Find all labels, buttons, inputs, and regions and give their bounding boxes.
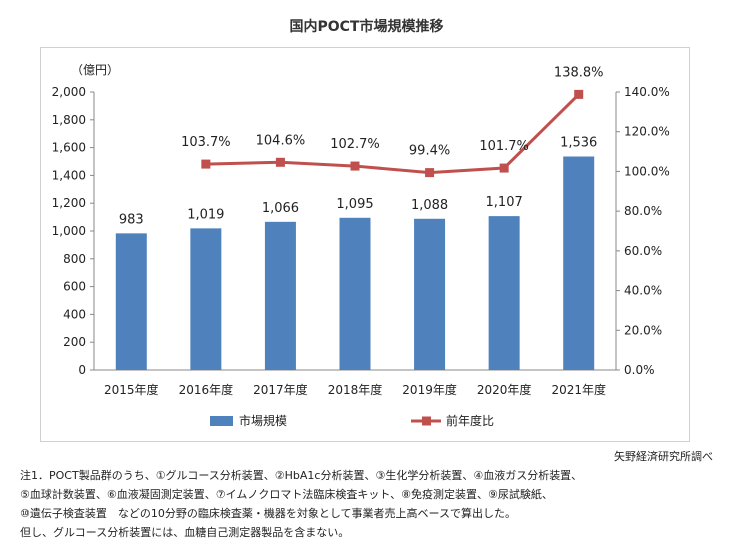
- footnote-line: ⑤血球計数装置、⑥血液凝固測定装置、⑦イムノクロマト法臨床検査キット、⑧免疫測定…: [20, 488, 553, 501]
- left-tick-label: 1,200: [52, 196, 86, 210]
- legend-label: 市場規模: [239, 413, 287, 428]
- left-tick-label: 1,800: [52, 113, 86, 127]
- line-point: [350, 161, 360, 171]
- footnote-line: 注1．POCT製品群のうち、①グルコース分析装置、②HbA1c分析装置、③生化学…: [20, 469, 583, 482]
- legend-label: 前年度比: [446, 413, 494, 428]
- bar: [264, 221, 296, 370]
- x-tick-label: 2019年度: [402, 382, 457, 397]
- line-point: [574, 89, 584, 99]
- left-tick-label: 2,000: [52, 85, 86, 99]
- line-point: [275, 157, 285, 167]
- bar: [339, 217, 371, 370]
- chart-svg: 0 200 400 600 800 1,000 1,200 1,400 1,600 1,800 2,…: [52, 63, 670, 428]
- line-data-label: 99.4%: [409, 144, 450, 159]
- right-tick-label: 100.0%: [624, 164, 670, 178]
- chart-frame: 0 200 400 600 800 1,000 1,200 1,400 1,600 1,800 2,…: [40, 47, 690, 442]
- bar: [488, 216, 520, 370]
- right-tick-label: 40.0%: [624, 284, 662, 298]
- right-tick-label: 20.0%: [624, 323, 662, 337]
- x-tick-label: 2015年度: [104, 382, 159, 397]
- y-unit-label: （億円）: [71, 63, 119, 77]
- series-line: [205, 93, 580, 175]
- footnote-line: 但し、グルコース分析装置には、血糖自己測定器製品を含まない。: [20, 526, 350, 539]
- right-tick-label: 0.0%: [624, 363, 655, 377]
- left-tick-label: 0: [78, 363, 86, 377]
- right-tick-label: 140.0%: [624, 85, 670, 99]
- line-data-label: 104.6%: [256, 133, 306, 148]
- left-tick-label: 200: [63, 335, 86, 349]
- bar: [414, 218, 446, 370]
- right-tick-label: 60.0%: [624, 244, 662, 258]
- footnotes: 注1．POCT製品群のうち、①グルコース分析装置、②HbA1c分析装置、③生化学…: [20, 466, 720, 542]
- line-point: [201, 159, 211, 169]
- x-tick-label: 2021年度: [551, 382, 606, 397]
- legend-swatch-marker: [422, 416, 431, 426]
- right-tick-label: 120.0%: [624, 125, 670, 139]
- bar: [190, 228, 222, 370]
- line-data-label: 138.8%: [554, 65, 604, 80]
- bar-data-label: 1,095: [336, 197, 373, 212]
- x-tick-label: 2017年度: [253, 382, 308, 397]
- bar-data-label: 983: [119, 212, 144, 227]
- left-tick-label: 400: [63, 307, 86, 321]
- bar-data-label: 1,066: [262, 201, 299, 216]
- line-point: [425, 168, 435, 178]
- left-tick-label: 1,400: [52, 168, 86, 182]
- bar-data-label: 1,088: [411, 198, 448, 213]
- bar: [115, 233, 147, 370]
- footnote-line: ⑩遺伝子検査装置 などの10分野の臨床検査薬・機器を対象として事業者売上高ベース…: [20, 507, 516, 520]
- bar-data-label: 1,019: [187, 207, 224, 222]
- x-tick-label: 2016年度: [179, 382, 234, 397]
- right-tick-label: 80.0%: [624, 204, 662, 218]
- line-point: [499, 163, 509, 173]
- left-tick-label: 1,000: [52, 224, 86, 238]
- x-tick-label: 2020年度: [477, 382, 532, 397]
- x-tick-label: 2018年度: [328, 382, 383, 397]
- line-data-label: 103.7%: [181, 135, 231, 150]
- chart-title: 国内POCT市場規模推移: [289, 19, 444, 35]
- line-data-label: 101.7%: [479, 139, 529, 154]
- bar-data-label: 1,107: [486, 195, 523, 210]
- bar-data-label: 1,536: [560, 135, 597, 150]
- line-data-label: 102.7%: [330, 137, 380, 152]
- legend-swatch-bar: [210, 416, 233, 426]
- left-tick-label: 1,600: [52, 141, 86, 155]
- left-tick-label: 800: [63, 252, 86, 266]
- bar: [563, 156, 595, 370]
- source-credit: 矢野経済研究所調べ: [614, 450, 713, 463]
- left-tick-label: 600: [63, 280, 86, 294]
